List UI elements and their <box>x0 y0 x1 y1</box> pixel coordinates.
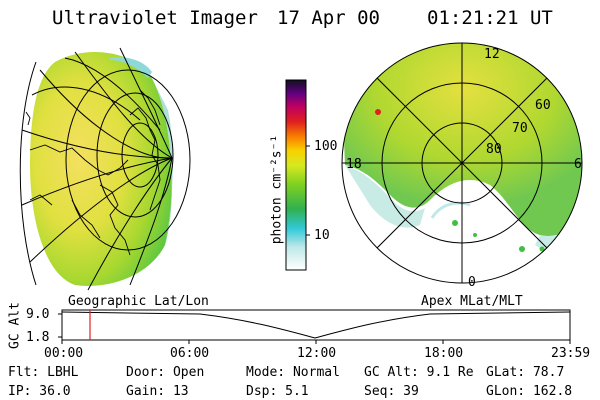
altitude-plot <box>58 309 571 344</box>
colorbar-tick-100: 100 <box>314 139 338 154</box>
x-tick-1800: 18:00 <box>424 346 464 361</box>
x-tick-0000: 00:00 <box>44 346 84 361</box>
info-door: Door: Open <box>126 365 205 380</box>
instrument-title: Ultraviolet Imager <box>52 7 258 29</box>
color-scale-bar <box>285 79 307 271</box>
info-glat: GLat: 78.7 <box>486 365 565 380</box>
apex-caption: Apex MLat/MLT <box>421 294 523 309</box>
mlt-label-18: 18 <box>346 157 362 172</box>
gc-alt-axis-label: GC Alt <box>7 302 23 349</box>
x-tick-0600: 06:00 <box>170 346 210 361</box>
mlt-label-6: 6 <box>574 157 582 172</box>
info-glon: GLon: 162.8 <box>486 384 573 399</box>
globe-image <box>21 47 191 291</box>
mlt-label-12: 12 <box>484 47 500 62</box>
lat-label-80: 80 <box>486 142 502 157</box>
info-ip: IP: 36.0 <box>8 384 71 399</box>
time-label: 01:21:21 UT <box>427 7 553 29</box>
colorbar-tick-10: 10 <box>314 228 330 243</box>
info-dsp: Dsp: 5.1 <box>246 384 309 399</box>
geographic-caption: Geographic Lat/Lon <box>68 294 209 309</box>
colorbar-unit-label: photon cm⁻²s⁻¹ <box>269 134 285 245</box>
y-tick-1-8: 1.8 <box>26 330 50 345</box>
x-tick-2359: 23:59 <box>551 346 591 361</box>
info-filter: Flt: LBHL <box>8 365 79 380</box>
lat-label-70: 70 <box>512 121 528 136</box>
polar-plot <box>341 42 583 284</box>
info-seq: Seq: 39 <box>364 384 419 399</box>
info-gc-alt: GC Alt: 9.1 Re <box>364 365 474 380</box>
mlt-label-0: 0 <box>468 275 476 290</box>
info-mode: Mode: Normal <box>246 365 340 380</box>
info-gain: Gain: 13 <box>126 384 189 399</box>
y-tick-9: 9.0 <box>26 307 50 322</box>
lat-label-60: 60 <box>535 98 551 113</box>
date-label: 17 Apr 00 <box>277 7 380 29</box>
x-tick-1200: 12:00 <box>297 346 337 361</box>
